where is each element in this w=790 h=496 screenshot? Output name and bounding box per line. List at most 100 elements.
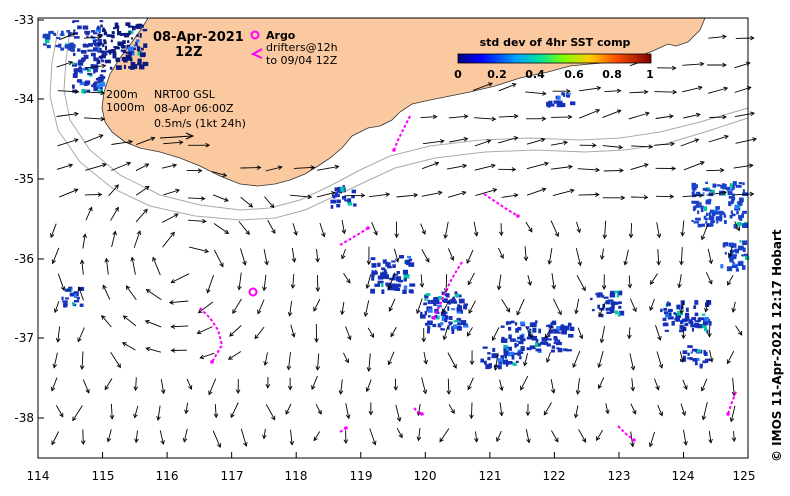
lon-tick-label: 124 xyxy=(672,469,695,483)
lon-tick-label: 125 xyxy=(733,469,756,483)
sst-patch-cell xyxy=(700,206,703,209)
sst-patch-cell xyxy=(669,312,672,316)
sst-patch-cell xyxy=(352,190,357,194)
sst-patch-cell xyxy=(693,206,696,211)
sst-patch-cell xyxy=(530,345,536,349)
sst-patch-cell xyxy=(342,196,344,199)
sst-patch-cell xyxy=(604,297,609,299)
sst-patch-cell xyxy=(548,104,551,108)
sst-patch-cell xyxy=(518,351,524,354)
sst-patch-cell xyxy=(85,81,90,86)
sst-patch-cell xyxy=(103,27,105,30)
sst-patch-cell xyxy=(434,297,439,302)
sst-patch-cell xyxy=(398,280,403,283)
sst-patch-cell xyxy=(666,303,671,307)
sst-patch-cell xyxy=(665,314,669,317)
sst-patch-cell xyxy=(705,221,707,224)
sst-patch-cell xyxy=(93,71,95,73)
sst-patch-cell xyxy=(336,204,340,208)
sst-patch-cell xyxy=(736,185,742,188)
sst-patch-cell xyxy=(394,283,397,288)
sst-patch-cell xyxy=(724,214,726,217)
sst-patch-cell xyxy=(74,36,80,39)
sst-patch-cell xyxy=(137,46,140,51)
lon-tick-label: 120 xyxy=(414,469,437,483)
sst-patch-cell xyxy=(427,330,430,334)
sst-patch-cell xyxy=(74,300,79,302)
sst-patch-cell xyxy=(93,40,96,45)
sst-patch-cell xyxy=(704,206,707,211)
sst-patch-cell xyxy=(340,187,344,192)
sst-patch-cell xyxy=(386,262,391,265)
sst-patch-cell xyxy=(451,308,455,310)
sst-patch-cell xyxy=(63,303,67,306)
sst-patch-cell xyxy=(507,361,513,364)
sst-patch-cell xyxy=(687,357,689,359)
sst-patch-cell xyxy=(381,283,383,287)
sst-patch-cell xyxy=(713,184,717,188)
lon-tick-label: 114 xyxy=(27,469,50,483)
sst-patch-cell xyxy=(97,60,100,64)
sst-patch-cell xyxy=(611,301,616,305)
sst-patch-cell xyxy=(609,307,614,310)
sst-patch-cell xyxy=(709,212,711,216)
sst-patch-cell xyxy=(618,301,621,304)
sst-patch-cell xyxy=(719,218,722,222)
sst-patch-cell xyxy=(502,338,507,343)
sst-patch-cell xyxy=(730,183,733,188)
sst-patch-cell xyxy=(743,189,745,193)
lon-tick-label: 115 xyxy=(92,469,115,483)
sst-patch-cell xyxy=(695,361,698,365)
sst-patch-cell xyxy=(503,348,506,353)
sst-patch-cell xyxy=(692,358,697,362)
date-title: 08-Apr-2021 xyxy=(153,30,244,45)
sst-patch-cell xyxy=(540,342,545,345)
sst-patch-cell xyxy=(81,50,87,54)
sst-patch-cell xyxy=(700,364,703,367)
sst-patch-cell xyxy=(590,298,593,300)
sst-patch-cell xyxy=(128,47,134,52)
sst-patch-cell xyxy=(72,302,75,305)
vector-scale-label: 0.5m/s (1kt 24h) xyxy=(154,117,246,130)
sst-patch-cell xyxy=(132,53,135,56)
sst-patch-cell xyxy=(118,47,120,50)
sst-patch-cell xyxy=(484,361,487,365)
sst-patch-cell xyxy=(434,302,439,305)
sst-patch-cell xyxy=(689,357,692,360)
colorbar-tick: 0.4 xyxy=(525,68,545,81)
sst-patch-cell xyxy=(43,43,47,45)
sst-patch-cell xyxy=(110,67,112,70)
sst-patch-cell xyxy=(408,262,414,267)
sst-patch-cell xyxy=(101,70,106,73)
sst-patch-cell xyxy=(344,200,348,202)
sst-patch-cell xyxy=(404,285,407,289)
sst-patch-cell xyxy=(554,342,556,345)
sst-patch-cell xyxy=(610,291,614,294)
sst-patch-cell xyxy=(97,26,99,30)
sst-patch-cell xyxy=(506,321,509,325)
sst-patch-cell xyxy=(701,224,705,227)
lon-tick-label: 118 xyxy=(285,469,308,483)
sst-patch-cell xyxy=(385,274,389,279)
sst-patch-cell xyxy=(520,322,525,326)
sst-patch-cell xyxy=(728,243,734,247)
sst-patch-cell xyxy=(424,299,428,301)
sst-patch-cell xyxy=(113,51,116,55)
colorbar-tick: 0.2 xyxy=(487,68,507,81)
sst-patch-cell xyxy=(449,316,452,320)
sst-patch-cell xyxy=(552,346,555,349)
sst-patch-cell xyxy=(547,343,551,346)
sst-patch-cell xyxy=(404,278,407,281)
sst-patch-cell xyxy=(615,311,618,315)
sst-patch-cell xyxy=(432,324,436,327)
sst-patch-cell xyxy=(691,201,695,204)
sst-patch-cell xyxy=(515,344,518,347)
sst-patch-cell xyxy=(683,350,688,354)
sst-patch-cell xyxy=(518,341,523,344)
sst-patch-cell xyxy=(399,255,404,259)
sst-patch-cell xyxy=(96,78,99,81)
lat-tick-label: -38 xyxy=(14,411,34,425)
sst-patch-cell xyxy=(736,211,739,215)
sst-patch-cell xyxy=(708,223,714,227)
